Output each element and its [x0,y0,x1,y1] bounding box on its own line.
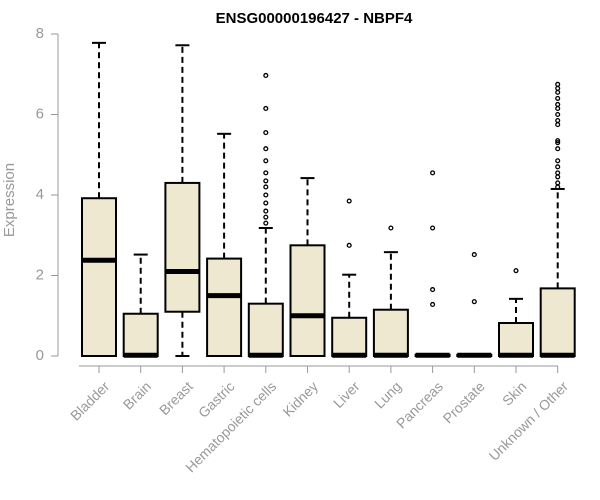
chart-title: ENSG00000196427 - NBPF4 [216,10,413,27]
box-unknown-other [539,81,576,358]
box-pancreas [414,170,451,358]
y-tick-label: 8 [36,25,44,42]
box-lung [372,225,409,358]
outlier-point [555,95,561,101]
box-skin [498,268,534,358]
outlier-point [430,225,436,231]
outlier-point [555,174,561,180]
x-tick-label: Kidney [279,378,321,420]
outlier-point [555,81,561,87]
x-tick-label: Prostate [440,378,488,426]
box-body [81,197,117,357]
outlier-point [263,178,269,184]
outlier-point [430,287,436,293]
y-tick-label: 2 [36,266,44,283]
x-tick-label: Liver [330,378,363,411]
outlier-point [471,299,477,305]
outlier-point [263,184,269,190]
box-body [164,181,201,313]
outlier-point [263,146,269,152]
x-tick-label: Unknown / Other [486,378,572,464]
outlier-point [555,138,561,144]
outlier-point [346,198,352,204]
box-liver [331,198,368,358]
box-body [122,312,159,357]
outlier-point [263,192,269,198]
box-body [247,302,284,357]
outlier-point [263,130,269,136]
outlier-point [555,89,561,95]
box-body [289,244,326,357]
outlier-point [555,111,561,118]
x-tick-label: Skin [499,378,530,409]
outlier-point [263,105,269,112]
box-breast [164,44,201,357]
outlier-point [263,220,269,226]
box-body [206,257,243,357]
outlier-point [263,158,269,164]
box-brain [122,253,159,358]
box-series [81,41,576,358]
x-tick-label: Breast [156,378,196,418]
box-hematopoietic-cells [247,72,284,358]
outlier-point [555,140,561,146]
outlier-point [555,158,561,164]
outlier-point [263,170,269,176]
box-bladder [81,41,117,357]
x-tick-label: Brain [120,378,154,412]
outlier-point [430,170,436,176]
outlier-point [346,242,352,248]
x-tick-label: Lung [371,378,404,411]
box-body [372,308,409,357]
outlier-point [388,225,394,231]
outlier-point [555,85,561,91]
outlier-point [555,170,561,176]
outlier-point [430,301,436,308]
outlier-point [555,117,561,124]
x-tick-label: Bladder [67,378,113,424]
y-tick-label: 6 [36,105,44,122]
outlier-point [263,200,269,206]
outlier-point [471,252,477,258]
y-tick-label: 4 [36,186,44,203]
box-prostate [456,252,493,358]
y-tick-label: 0 [36,347,44,364]
outlier-point [263,208,269,214]
y-axis-ticks: 0 2 4 6 8 [36,25,58,364]
outlier-point [555,180,561,186]
outlier-point [555,122,561,128]
outlier-point [555,164,561,170]
box-body [498,321,534,357]
outlier-point [555,105,561,112]
box-kidney [289,177,326,357]
outlier-point [555,101,561,107]
outlier-point [263,72,269,79]
outlier-point [555,184,561,190]
box-gastric [206,132,243,357]
box-body [331,316,368,358]
y-axis-label: Expression [1,163,18,237]
outlier-point [513,268,519,274]
box-body [539,287,576,358]
outlier-point [263,214,269,220]
outlier-point [555,146,561,152]
